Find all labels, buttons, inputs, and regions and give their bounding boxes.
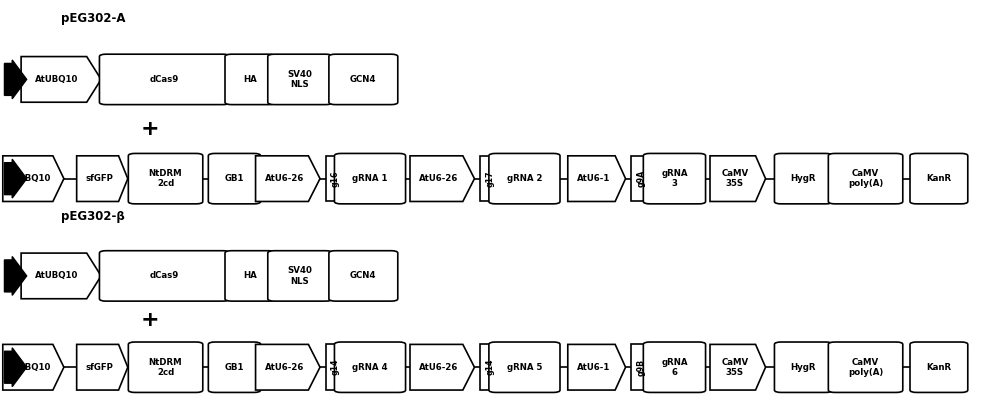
- Text: +: +: [141, 310, 159, 330]
- Text: gRNA
3: gRNA 3: [661, 169, 688, 188]
- FancyBboxPatch shape: [329, 54, 398, 104]
- Text: gRNA 2: gRNA 2: [507, 174, 542, 183]
- FancyBboxPatch shape: [334, 342, 406, 392]
- FancyBboxPatch shape: [480, 344, 500, 390]
- FancyBboxPatch shape: [326, 156, 346, 202]
- FancyBboxPatch shape: [828, 342, 903, 392]
- Text: gRNA 5: gRNA 5: [507, 363, 542, 372]
- FancyBboxPatch shape: [99, 54, 229, 104]
- Text: g16: g16: [331, 170, 340, 187]
- Polygon shape: [77, 344, 128, 390]
- FancyBboxPatch shape: [910, 153, 968, 204]
- Polygon shape: [21, 253, 101, 299]
- Text: GCN4: GCN4: [350, 272, 377, 280]
- Text: SV40
NLS: SV40 NLS: [288, 266, 312, 285]
- Text: gRNA 1: gRNA 1: [352, 174, 388, 183]
- Polygon shape: [77, 156, 128, 202]
- FancyBboxPatch shape: [99, 251, 229, 301]
- Text: g9A: g9A: [637, 170, 646, 187]
- Text: g17: g17: [486, 170, 494, 187]
- FancyArrow shape: [4, 159, 27, 198]
- Text: CaMV
poly(A): CaMV poly(A): [848, 169, 883, 188]
- FancyArrow shape: [4, 348, 27, 387]
- Text: g14: g14: [331, 359, 340, 376]
- Text: dCas9: dCas9: [150, 75, 179, 84]
- FancyBboxPatch shape: [489, 153, 560, 204]
- FancyBboxPatch shape: [225, 54, 275, 104]
- Text: NtDRM
2cd: NtDRM 2cd: [149, 169, 182, 188]
- Text: sfGFP: sfGFP: [86, 174, 113, 183]
- Text: CaMV
35S: CaMV 35S: [721, 358, 748, 377]
- Text: AtU6-1: AtU6-1: [577, 363, 610, 372]
- Text: HygR: HygR: [791, 174, 816, 183]
- Text: GB1: GB1: [225, 363, 244, 372]
- Text: gRNA 4: gRNA 4: [352, 363, 388, 372]
- Text: g9B: g9B: [637, 358, 646, 376]
- FancyBboxPatch shape: [774, 342, 832, 392]
- Text: AtU6-1: AtU6-1: [577, 174, 610, 183]
- FancyBboxPatch shape: [208, 342, 261, 392]
- Polygon shape: [3, 344, 64, 390]
- FancyBboxPatch shape: [208, 153, 261, 204]
- Text: HA: HA: [243, 272, 257, 280]
- Text: GCN4: GCN4: [350, 75, 377, 84]
- Polygon shape: [256, 344, 320, 390]
- Polygon shape: [568, 344, 626, 390]
- Text: dCas9: dCas9: [150, 272, 179, 280]
- Text: +: +: [141, 119, 159, 139]
- Text: KanR: KanR: [926, 363, 951, 372]
- FancyBboxPatch shape: [225, 251, 275, 301]
- Text: gRNA
6: gRNA 6: [661, 358, 688, 377]
- FancyBboxPatch shape: [128, 153, 203, 204]
- Text: CaMV
poly(A): CaMV poly(A): [848, 358, 883, 377]
- FancyBboxPatch shape: [268, 54, 332, 104]
- Text: pEG302-β: pEG302-β: [61, 210, 125, 224]
- Polygon shape: [256, 156, 320, 202]
- Text: CaMV
35S: CaMV 35S: [721, 169, 748, 188]
- Text: NtDRM
2cd: NtDRM 2cd: [149, 358, 182, 377]
- FancyArrow shape: [4, 60, 27, 99]
- Text: pEG302-A: pEG302-A: [61, 12, 126, 25]
- Text: AtUBQ10: AtUBQ10: [35, 75, 78, 84]
- Polygon shape: [710, 156, 766, 202]
- FancyBboxPatch shape: [334, 153, 406, 204]
- Polygon shape: [568, 156, 626, 202]
- Text: HA: HA: [243, 75, 257, 84]
- FancyBboxPatch shape: [910, 342, 968, 392]
- FancyBboxPatch shape: [268, 251, 332, 301]
- Text: AtUBQ10: AtUBQ10: [8, 174, 52, 183]
- Text: sfGFP: sfGFP: [86, 363, 113, 372]
- FancyBboxPatch shape: [631, 344, 651, 390]
- FancyBboxPatch shape: [489, 342, 560, 392]
- FancyArrow shape: [4, 256, 27, 295]
- Polygon shape: [21, 56, 101, 102]
- Text: AtU6-26: AtU6-26: [265, 363, 304, 372]
- Text: AtU6-26: AtU6-26: [419, 174, 458, 183]
- FancyBboxPatch shape: [329, 251, 398, 301]
- Text: SV40
NLS: SV40 NLS: [288, 70, 312, 89]
- Polygon shape: [410, 344, 474, 390]
- Text: AtUBQ10: AtUBQ10: [8, 363, 52, 372]
- Text: g14: g14: [486, 359, 494, 376]
- FancyBboxPatch shape: [326, 344, 346, 390]
- Text: HygR: HygR: [791, 363, 816, 372]
- FancyBboxPatch shape: [631, 156, 651, 202]
- FancyBboxPatch shape: [643, 153, 706, 204]
- Text: AtUBQ10: AtUBQ10: [35, 272, 78, 280]
- Text: KanR: KanR: [926, 174, 951, 183]
- Polygon shape: [710, 344, 766, 390]
- Text: GB1: GB1: [225, 174, 244, 183]
- FancyBboxPatch shape: [828, 153, 903, 204]
- FancyBboxPatch shape: [643, 342, 706, 392]
- Polygon shape: [410, 156, 474, 202]
- FancyBboxPatch shape: [774, 153, 832, 204]
- Text: AtU6-26: AtU6-26: [419, 363, 458, 372]
- FancyBboxPatch shape: [480, 156, 500, 202]
- FancyBboxPatch shape: [128, 342, 203, 392]
- Text: AtU6-26: AtU6-26: [265, 174, 304, 183]
- Polygon shape: [3, 156, 64, 202]
